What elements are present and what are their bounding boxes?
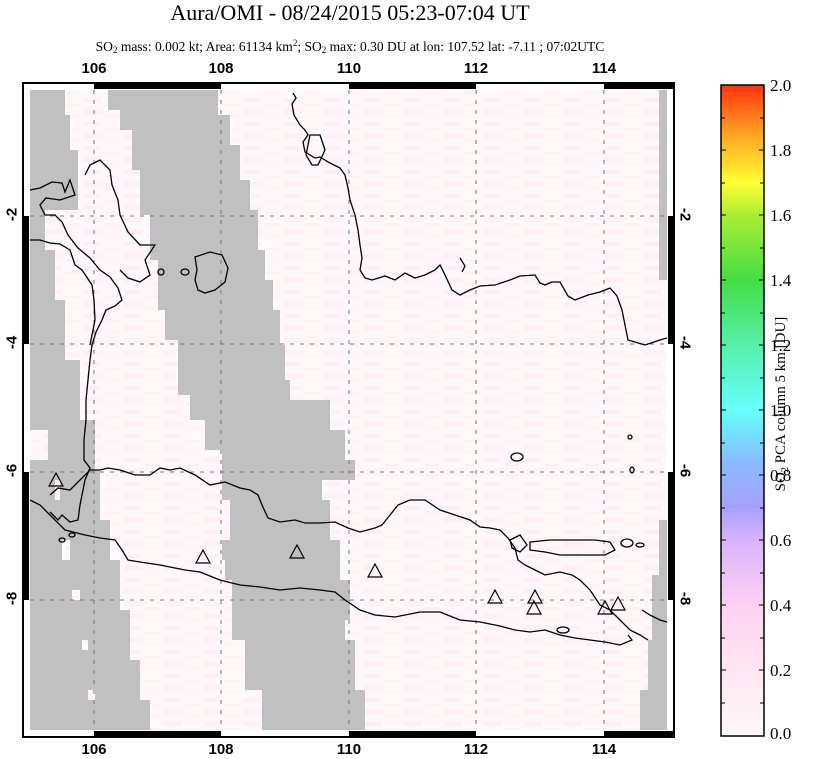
x-tick-top: 106	[81, 60, 107, 77]
subtitle-sub: 2	[112, 45, 118, 55]
y-tick-left: -4	[3, 335, 21, 350]
y-tick-left: -2	[3, 207, 21, 222]
data-strip	[140, 450, 262, 730]
no-data-swath-west-2	[30, 90, 95, 730]
y-tick-right: -8	[676, 591, 694, 606]
y-tick-left: -6	[3, 463, 21, 478]
x-tick-bottom: 114	[591, 741, 617, 758]
subtitle-so2: SO	[95, 39, 113, 54]
coast-sumatra	[30, 178, 123, 523]
volcano-icon	[596, 599, 614, 615]
volcano-icon	[194, 548, 212, 564]
colorbar-tick: 0.6	[770, 531, 792, 550]
colorbar-tick: 1.0	[770, 401, 792, 420]
colorbar-title-rest: PCA column 5 km [DU]	[773, 316, 789, 468]
chart-title: Aura/OMI - 08/24/2015 05:23-07:04 UT	[170, 0, 530, 25]
chart-subtitle: SO2 mass: 0.002 kt; Area: 61134 km2; SO2…	[0, 34, 700, 59]
x-tick-bottom: 110	[336, 741, 362, 758]
volcano-icon	[525, 599, 543, 615]
subtitle-sub2: 2	[321, 45, 327, 55]
colorbar-tick: 2.0	[770, 76, 792, 95]
x-tick-top: 110	[336, 60, 362, 77]
coast-madura	[529, 539, 616, 556]
no-data-swath-3	[265, 400, 365, 730]
colorbar-ticks	[721, 117, 764, 704]
colorbar-tick: 0.4	[770, 596, 792, 615]
colorbar-tick: 1.8	[770, 141, 792, 160]
coast-java-north	[49, 467, 649, 641]
frame-scale-bars	[24, 84, 673, 736]
x-tick-top: 112	[463, 60, 489, 77]
coast-belitung	[194, 251, 229, 294]
volcano-icon	[486, 588, 504, 604]
coast-borneo	[291, 92, 667, 346]
subtitle-max: max: 0.30 DU at lon: 107.52 lat: -7.11 ;…	[326, 39, 605, 54]
coast-java-south	[30, 499, 634, 646]
y-tick-right: -2	[676, 207, 694, 222]
volcano-markers	[47, 471, 627, 615]
colorbar-title-sub: 2	[780, 467, 791, 473]
y-tick-right: -4	[676, 335, 694, 350]
x-tick-bottom: 106	[81, 741, 107, 758]
volcano-icon	[47, 471, 65, 487]
colorbar-tick: 1.2	[770, 336, 792, 355]
graticule	[30, 90, 667, 730]
coastlines	[30, 92, 667, 646]
colorbar-tick: 0.2	[770, 661, 792, 680]
volcano-icon	[609, 595, 627, 611]
y-tick-right: -6	[676, 463, 694, 478]
colorbar-title-main: SO	[773, 472, 789, 492]
colorbar-title: SO2 PCA column 5 km [DU]	[773, 254, 791, 554]
x-tick-bottom: 108	[208, 741, 234, 758]
subtitle-sup: 2	[292, 38, 298, 48]
colorbar-tick: 1.6	[770, 206, 792, 225]
x-tick-top: 114	[591, 60, 617, 77]
x-tick-bottom: 112	[463, 741, 489, 758]
colorbar	[720, 84, 765, 737]
no-data-swath-east	[640, 90, 667, 730]
colorbar-tick: 0.8	[770, 466, 792, 485]
subtitle-sep: ; SO	[297, 39, 322, 54]
volcano-icon	[288, 543, 306, 559]
subtitle-mass: mass: 0.002 kt; Area: 61134 km	[117, 39, 293, 54]
colorbar-tick: 1.4	[770, 271, 792, 290]
colorbar-tick: 0.0	[770, 724, 792, 743]
volcano-icon	[366, 562, 384, 578]
x-tick-top: 108	[208, 60, 234, 77]
y-tick-left: -8	[3, 591, 21, 606]
coast-bali	[641, 609, 667, 623]
